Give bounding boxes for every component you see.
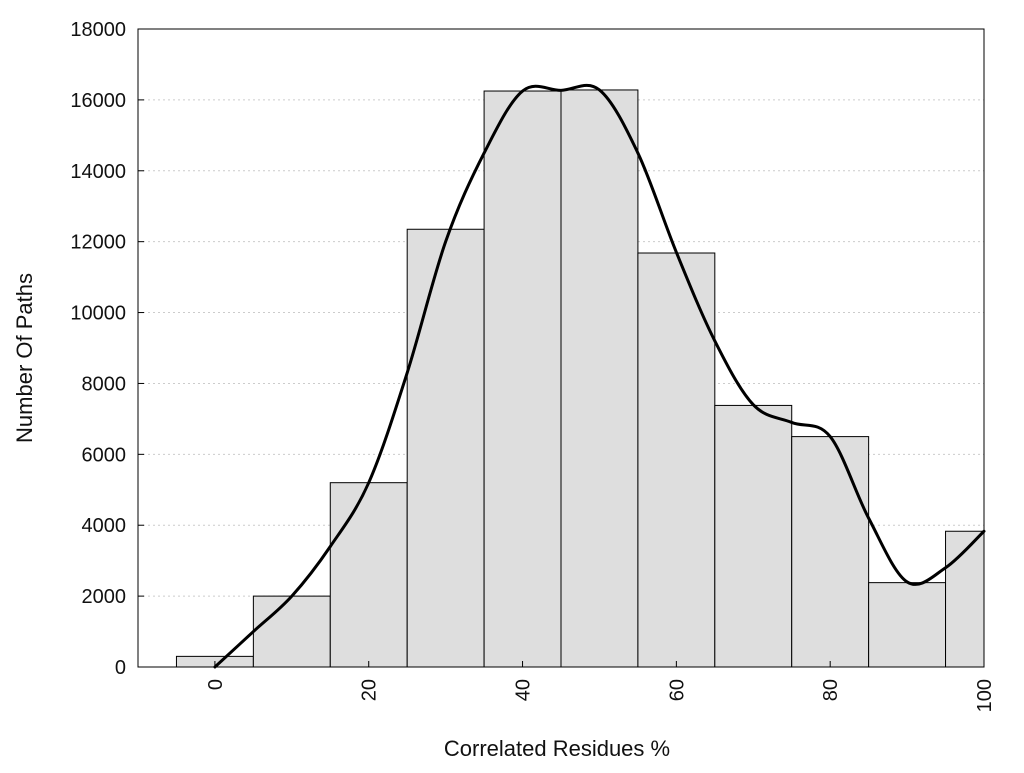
histogram-bar <box>483 90 562 668</box>
y-axis-title: Number Of Paths <box>12 273 37 443</box>
y-tick-label: 0 <box>115 657 126 679</box>
histogram-bar <box>868 582 947 668</box>
curve-layer <box>213 83 986 669</box>
x-tick-label: 0 <box>205 679 227 690</box>
histogram-bar <box>406 228 485 668</box>
y-tick-label: 4000 <box>82 515 127 537</box>
histogram-bar <box>252 595 331 668</box>
histogram-bar <box>329 482 408 668</box>
histogram-bar <box>714 404 793 668</box>
y-tick-label: 14000 <box>70 161 126 183</box>
histogram-bar <box>791 436 870 668</box>
x-tick-label: 20 <box>359 679 381 701</box>
density-curve <box>213 83 986 669</box>
y-tick-label: 12000 <box>70 232 126 254</box>
histogram-bar <box>945 530 985 668</box>
x-tick-label: 100 <box>974 679 996 712</box>
x-tick-label: 40 <box>513 679 535 701</box>
y-tick-label: 2000 <box>82 586 127 608</box>
y-tick-label: 16000 <box>70 90 126 112</box>
axis-layer: 0 2000 4000 6000 8000 10000 12000 14000 16000 180… <box>70 19 996 712</box>
x-tick-label: 80 <box>820 679 842 701</box>
y-tick-label: 6000 <box>82 444 127 466</box>
plot-frame <box>137 28 985 668</box>
x-tick-label: 60 <box>666 679 688 701</box>
y-tick-label: 8000 <box>82 373 127 395</box>
x-axis-title: Correlated Residues % <box>444 736 670 761</box>
y-tick-label: 18000 <box>70 19 126 41</box>
bar-layer <box>175 89 985 668</box>
histogram-bar <box>560 89 639 668</box>
y-tick-label: 10000 <box>70 303 126 325</box>
